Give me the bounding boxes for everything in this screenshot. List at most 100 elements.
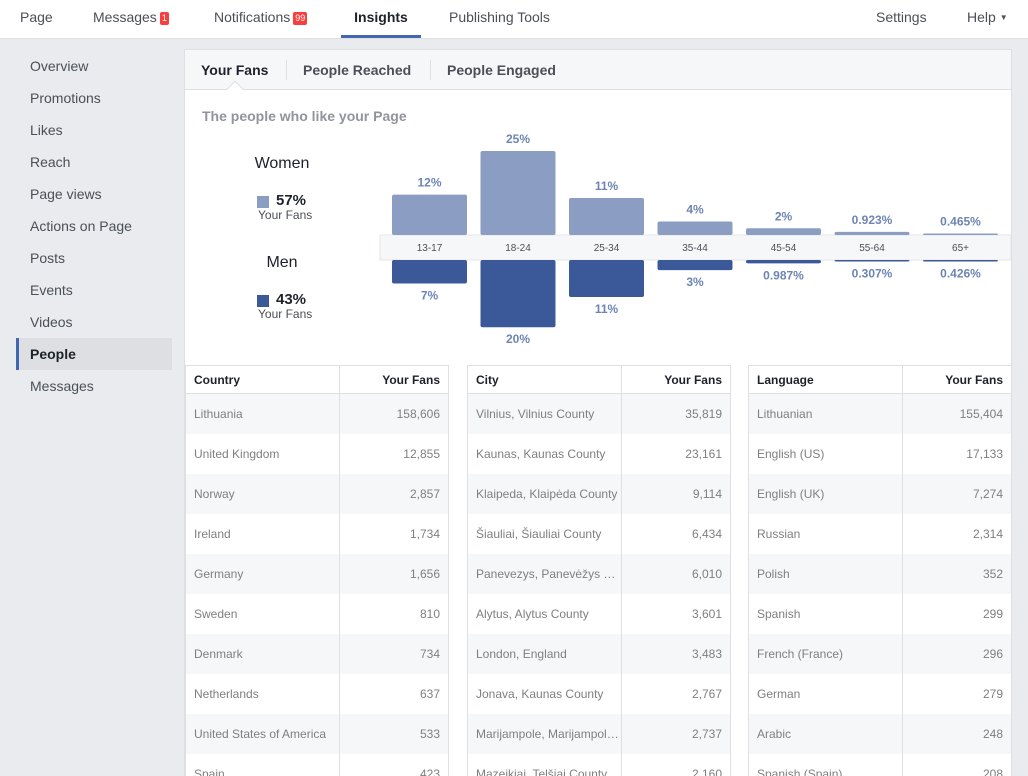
column-header-your-fans[interactable]: Your Fans [945,373,1003,387]
table-row: United Kingdom 12,855 [186,434,448,474]
men-bar [834,260,910,262]
table-row: Alytus, Alytus County 3,601 [468,594,730,634]
fan-count: 3,601 [691,607,722,621]
table-row: Vilnius, Vilnius County 35,819 [468,394,730,434]
age-tick-label: 45-54 [771,243,797,254]
column-header-country[interactable]: Country [186,366,340,393]
men-bar [569,260,644,297]
language-table-body: Lithuanian 155,404 English (US) 17,133 Engli… [749,394,1011,776]
fan-count: 734 [419,647,440,661]
column-header-your-fans[interactable]: Your Fans [382,373,440,387]
fan-count: 279 [982,687,1003,701]
women-value-label: 0.923% [852,213,893,227]
table-row: Sweden 810 [186,594,448,634]
women-value-label: 4% [686,203,704,217]
chevron-down-icon: ▼ [999,13,1008,22]
nav-help-label: Help [967,9,996,25]
women-value-label: 11% [595,179,619,193]
fan-count: 1,656 [409,567,440,581]
language-name: Lithuanian [749,394,903,434]
column-header-language[interactable]: Language [749,366,903,393]
sidebar-item-people[interactable]: People [16,338,172,370]
fan-count: 155,404 [959,407,1003,421]
men-bar [746,260,821,264]
fan-count: 296 [982,647,1003,661]
tab-people-engaged[interactable]: People Engaged [447,62,556,78]
table-row: Denmark 734 [186,634,448,674]
age-tick-label: 35-44 [682,243,708,254]
sidebar-item-videos[interactable]: Videos [30,314,73,330]
column-header-your-fans[interactable]: Your Fans [664,373,722,387]
men-value-label: 7% [421,289,439,303]
men-bar [392,260,467,284]
nav-page[interactable]: Page [20,9,53,25]
nav-messages[interactable]: Messages 1 [93,0,169,38]
fan-count: 12,855 [403,447,440,461]
tab-your-fans[interactable]: Your Fans [201,62,269,78]
sidebar-item-messages[interactable]: Messages [30,378,94,394]
nav-insights[interactable]: Insights [341,0,421,38]
women-bar [480,151,556,235]
nav-help[interactable]: Help ▼ [967,0,1008,38]
column-header-city[interactable]: City [468,366,622,393]
sidebar-item-events[interactable]: Events [30,282,73,298]
men-label: Men [266,254,298,271]
fan-count: 6,434 [691,527,722,541]
country-name: United States of America [186,714,340,754]
fan-count: 810 [419,607,440,621]
tab-divider [286,60,287,80]
notifications-badge: 99 [293,12,308,25]
men-value-label: 3% [686,275,704,289]
women-bar [746,228,821,235]
nav-settings[interactable]: Settings [876,9,927,25]
sidebar-item-actions-on-page[interactable]: Actions on Page [30,218,132,234]
table-row: English (US) 17,133 [749,434,1011,474]
country-name: Ireland [186,514,340,554]
men-value-label: 0.987% [763,268,804,282]
language-name: Spanish (Spain) [749,754,903,776]
country-name: Spain [186,754,340,776]
sidebar-item-likes[interactable]: Likes [30,122,63,138]
country-table-body: Lithuania 158,606 United Kingdom 12,855 Norw… [186,394,448,776]
table-row: Šiauliai, Šiauliai County 6,434 [468,514,730,554]
messages-badge: 1 [159,12,169,25]
sidebar-item-promotions[interactable]: Promotions [30,90,101,106]
table-row: Norway 2,857 [186,474,448,514]
country-name: Sweden [186,594,340,634]
city-name: Marijampole, Marijampolė County [468,714,622,754]
sidebar-item-reach[interactable]: Reach [30,154,71,170]
women-label: Women [254,155,310,172]
women-sublabel: Your Fans [258,208,313,222]
table-row: Germany 1,656 [186,554,448,594]
fan-count: 9,114 [692,487,722,501]
language-name: Arabic [749,714,903,754]
men-sublabel: Your Fans [258,307,313,321]
table-row: Polish 352 [749,554,1011,594]
language-name: English (US) [749,434,903,474]
fan-count: 23,161 [685,447,722,461]
sidebar-item-overview[interactable]: Overview [30,58,89,74]
fan-count: 423 [419,767,440,776]
city-table-body: Vilnius, Vilnius County 35,819 Kaunas, Kau… [468,394,730,776]
women-bar [392,194,467,235]
nav-messages-label: Messages [93,9,157,25]
city-name: Kaunas, Kaunas County [468,434,622,474]
nav-publishing-tools[interactable]: Publishing Tools [449,9,550,25]
country-name: Germany [186,554,340,594]
fan-count: 299 [982,607,1003,621]
table-row: English (UK) 7,274 [749,474,1011,514]
nav-notifications[interactable]: Notifications 99 [214,0,308,38]
language-name: Polish [749,554,903,594]
country-table: Country Your Fans Lithuania 158,606 United K… [185,365,449,776]
city-name: Mazeikiai, Telšiai County [468,754,622,776]
tab-people-reached[interactable]: People Reached [303,62,412,78]
sidebar-item-posts[interactable]: Posts [30,250,66,266]
language-name: French (France) [749,634,903,674]
sidebar-item-page-views[interactable]: Page views [30,186,102,202]
men-percentage: 43% [276,291,307,308]
fan-count: 7,274 [972,487,1003,501]
insights-panel: Your Fans People Reached People Engaged … [184,49,1012,776]
men-value-label: 0.307% [852,267,893,281]
table-row: French (France) 296 [749,634,1011,674]
language-table-header: Language Your Fans [749,365,1011,394]
